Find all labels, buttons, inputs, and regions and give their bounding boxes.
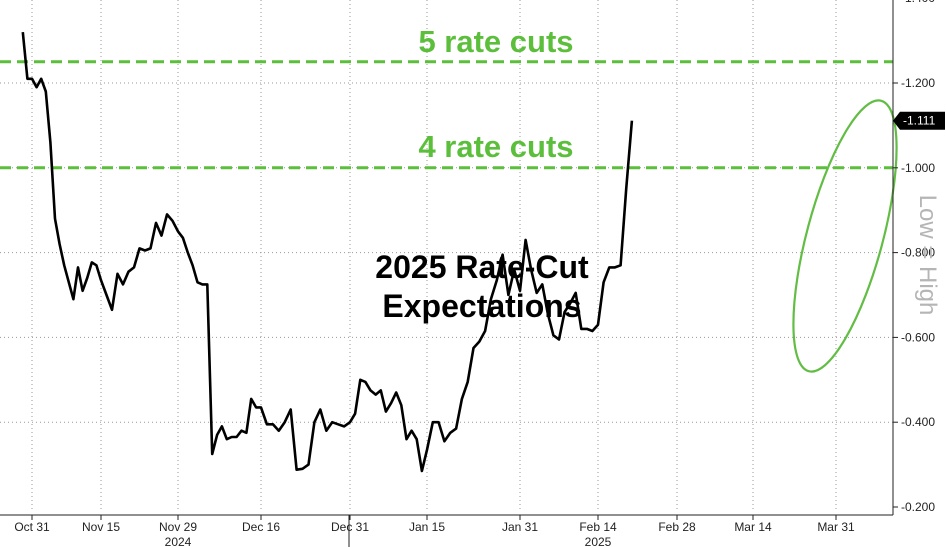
x-tick-label: Jan 15 — [409, 520, 445, 534]
y-tick-label: -0.200 — [901, 500, 935, 514]
title-line-1: 2025 Rate-Cut — [375, 249, 589, 285]
series-line — [21, 31, 634, 473]
series-layer — [21, 31, 898, 473]
x-tick-label: Nov 29 — [159, 520, 197, 534]
side-annotation: Low = High — [914, 195, 941, 316]
x-tick-label: Dec 31 — [331, 520, 369, 534]
x-tick-label: Feb 28 — [658, 520, 696, 534]
gridlines — [0, 0, 893, 510]
x-tick-label: Feb 14 — [579, 520, 617, 534]
highlight-ellipse — [792, 99, 898, 373]
x-tick-label: Dec 16 — [242, 520, 280, 534]
y-tick-label: -1.000 — [901, 161, 935, 175]
y-tick-label: -0.400 — [901, 415, 935, 429]
x-tick-label: Mar 31 — [817, 520, 855, 534]
side-label-low-high: Low = High — [914, 195, 941, 316]
y-tick-label: -0.600 — [901, 330, 935, 344]
y-tick-label: -1.400 — [901, 0, 935, 5]
reference-lines: 5 rate cuts 4 rate cuts — [0, 24, 893, 170]
x-tick-label: Jan 31 — [502, 520, 538, 534]
x-tick-label: Oct 31 — [14, 520, 50, 534]
title-line-2: Expectations — [382, 288, 581, 324]
y-tick-label: -0.800 — [901, 246, 935, 260]
reference-line-label: 5 rate cuts — [418, 24, 573, 59]
year-label: 2025 — [585, 535, 612, 547]
last-value-label: -1.111 — [903, 114, 936, 128]
x-tick-label: Mar 14 — [734, 520, 772, 534]
chart-title: 2025 Rate-Cut Expectations — [375, 249, 589, 324]
y-tick-label: -1.200 — [901, 76, 935, 90]
last-value-badge — [893, 111, 945, 130]
reference-line-label: 4 rate cuts — [418, 129, 573, 164]
x-tick-label: Nov 15 — [82, 520, 120, 534]
year-label: 2024 — [165, 535, 192, 547]
